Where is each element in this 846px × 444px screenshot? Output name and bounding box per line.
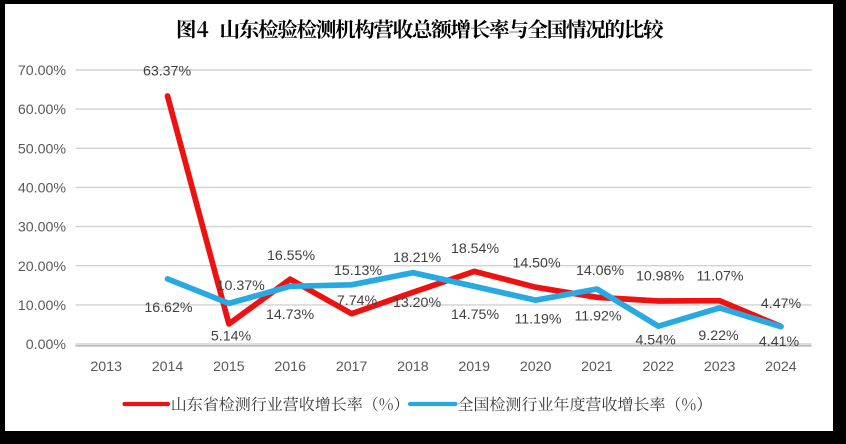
svg-text:2023: 2023 — [704, 359, 736, 375]
svg-text:30.00%: 30.00% — [18, 220, 67, 236]
svg-text:2022: 2022 — [643, 359, 675, 375]
svg-text:16.55%: 16.55% — [267, 248, 316, 264]
svg-text:14.75%: 14.75% — [451, 307, 500, 323]
svg-text:20.00%: 20.00% — [18, 259, 67, 275]
svg-text:4.41%: 4.41% — [759, 334, 800, 350]
svg-text:9.22%: 9.22% — [698, 328, 739, 344]
svg-text:0.00%: 0.00% — [26, 337, 67, 353]
svg-text:2021: 2021 — [581, 359, 613, 375]
svg-text:11.19%: 11.19% — [514, 312, 561, 328]
svg-text:2020: 2020 — [520, 359, 552, 375]
svg-text:70.00%: 70.00% — [18, 63, 67, 79]
svg-text:14.50%: 14.50% — [512, 256, 561, 272]
svg-text:2016: 2016 — [274, 359, 306, 375]
svg-text:4.54%: 4.54% — [635, 333, 676, 349]
svg-text:16.62%: 16.62% — [144, 300, 193, 316]
svg-text:18.54%: 18.54% — [451, 241, 500, 257]
svg-text:2014: 2014 — [152, 359, 184, 375]
svg-text:14.06%: 14.06% — [576, 263, 625, 279]
svg-text:60.00%: 60.00% — [18, 102, 67, 118]
svg-text:4.47%: 4.47% — [761, 296, 802, 312]
svg-text:50.00%: 50.00% — [18, 141, 67, 157]
svg-text:18.21%: 18.21% — [393, 250, 442, 266]
svg-text:5.14%: 5.14% — [211, 329, 252, 345]
svg-text:2019: 2019 — [458, 359, 490, 375]
svg-text:2024: 2024 — [765, 359, 797, 375]
svg-text:2013: 2013 — [90, 359, 122, 375]
svg-text:40.00%: 40.00% — [18, 181, 67, 197]
svg-text:15.13%: 15.13% — [334, 263, 383, 279]
svg-text:11.07%: 11.07% — [696, 269, 743, 285]
svg-text:2017: 2017 — [336, 359, 368, 375]
svg-text:2015: 2015 — [213, 359, 245, 375]
svg-text:11.92%: 11.92% — [574, 309, 621, 325]
svg-text:10.98%: 10.98% — [636, 269, 685, 285]
svg-text:14.73%: 14.73% — [266, 307, 315, 323]
svg-text:10.00%: 10.00% — [18, 298, 67, 314]
svg-text:10.37%: 10.37% — [217, 278, 266, 294]
svg-text:7.74%: 7.74% — [337, 293, 378, 309]
svg-text:2018: 2018 — [397, 359, 429, 375]
svg-text:63.37%: 63.37% — [143, 64, 192, 80]
svg-text:13.20%: 13.20% — [393, 295, 442, 311]
